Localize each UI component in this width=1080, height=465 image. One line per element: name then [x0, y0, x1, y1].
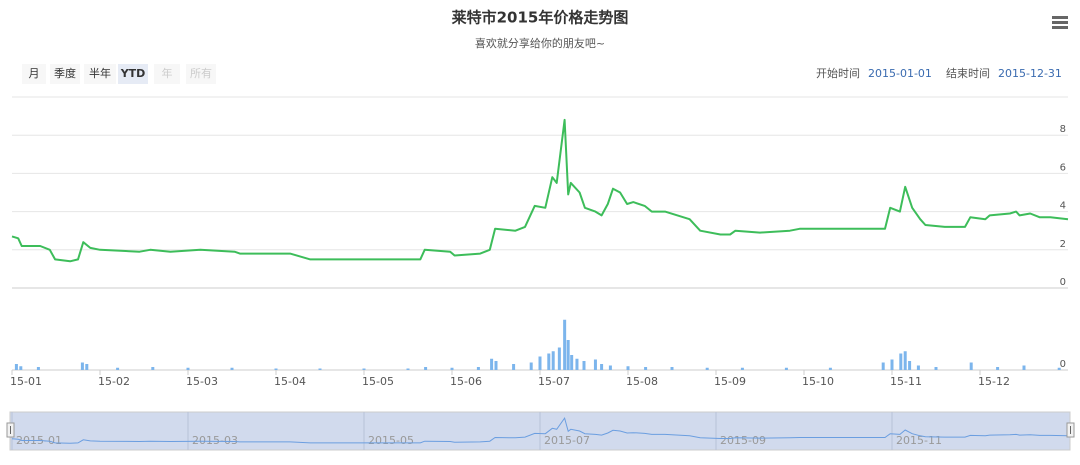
volume-bar — [670, 367, 674, 370]
navigator-label: 2015-09 — [720, 434, 766, 447]
end-label: 结束时间 — [946, 67, 990, 80]
volume-bar — [494, 361, 498, 370]
volume-bar — [890, 359, 894, 370]
range-button-label: 所有 — [190, 66, 212, 80]
range-button[interactable] — [84, 64, 116, 84]
volume-bar — [600, 364, 604, 370]
x-tick-label: 15-10 — [802, 375, 834, 388]
range-button — [186, 64, 216, 84]
volume-bar — [1022, 365, 1026, 370]
volume-bar — [476, 367, 480, 370]
volume-bar — [582, 361, 586, 370]
volume-bar — [547, 353, 551, 370]
x-tick-label: 15-06 — [450, 375, 482, 388]
navigator-line — [11, 416, 1069, 444]
volume-bar — [828, 367, 832, 370]
navigator-label: 2015-05 — [368, 434, 414, 447]
volume-bar — [566, 340, 570, 370]
volume-bar — [529, 362, 533, 370]
x-tick-label: 15-03 — [186, 375, 218, 388]
volume-bar — [1057, 367, 1061, 370]
range-button-label[interactable]: 月 — [29, 67, 40, 80]
start-label: 开始时间 — [816, 66, 860, 80]
range-button[interactable] — [22, 64, 46, 84]
range-button-label[interactable]: 季度 — [54, 66, 76, 80]
volume-bar — [151, 367, 155, 370]
volume-bar — [551, 351, 555, 370]
chart-title: 莱特市2015年价格走势图 — [452, 9, 629, 27]
menu-button[interactable] — [1050, 12, 1072, 32]
start-date[interactable]: 2015-01-01 — [868, 67, 932, 80]
volume-bar — [318, 368, 322, 370]
x-tick-label: 15-11 — [890, 375, 922, 388]
volume-bar — [881, 362, 885, 370]
volume-bar — [557, 347, 561, 370]
range-button-label[interactable]: 半年 — [89, 66, 111, 80]
volume-bar — [705, 367, 709, 370]
navigator-label: 2015-07 — [544, 434, 590, 447]
volume-bar — [740, 367, 744, 370]
range-button-label: 年 — [162, 66, 173, 80]
price-line — [11, 118, 1069, 263]
y-tick-label: 4 — [1060, 201, 1066, 212]
y-tick-label: 8 — [1060, 124, 1066, 135]
volume-bar — [626, 366, 630, 370]
x-tick-label: 15-08 — [626, 375, 658, 388]
x-tick-label: 15-05 — [362, 375, 394, 388]
range-button[interactable] — [118, 64, 148, 84]
volume-bar — [575, 358, 579, 370]
volume-bar — [85, 364, 89, 370]
y-tick-label: 0 — [1060, 277, 1066, 288]
x-tick-label: 15-12 — [978, 375, 1010, 388]
volume-bar — [36, 367, 40, 370]
range-button — [154, 64, 180, 84]
volume-bar — [406, 368, 410, 370]
volume-bar — [570, 355, 574, 370]
volume-bar — [608, 365, 612, 370]
x-tick-label: 15-09 — [714, 375, 746, 388]
navigator-label: 2015-03 — [192, 434, 238, 447]
volume-bar — [969, 362, 973, 370]
x-tick-label: 15-01 — [10, 375, 42, 388]
volume-bar — [116, 367, 120, 370]
volume-bar — [593, 359, 597, 370]
volume-bar — [996, 367, 1000, 370]
volume-bar — [424, 367, 428, 370]
y-tick-label: 2 — [1060, 239, 1066, 250]
volume-bar — [80, 362, 84, 370]
volume-bar — [274, 368, 278, 370]
volume-bar — [908, 361, 912, 370]
chart-subtitle: 喜欢就分享给你的朋友吧~ — [475, 36, 605, 50]
range-button[interactable] — [50, 64, 80, 84]
volume-bar — [784, 367, 788, 370]
range-button-label[interactable]: YTD — [120, 67, 146, 80]
x-tick-label: 15-04 — [274, 375, 306, 388]
volume-bar — [512, 364, 516, 370]
volume-bar — [538, 356, 542, 370]
x-tick-label: 15-07 — [538, 375, 570, 388]
volume-bar — [644, 367, 648, 370]
volume-bar — [450, 367, 454, 370]
volume-bar — [490, 358, 494, 370]
volume-bar — [934, 367, 938, 370]
volume-bar — [899, 353, 903, 370]
volume-bar — [916, 365, 920, 370]
volume-bar — [903, 351, 907, 370]
end-date[interactable]: 2015-12-31 — [998, 67, 1062, 80]
volume-bar — [19, 366, 23, 370]
y-tick-label: 0 — [1060, 359, 1066, 370]
y-tick-label: 6 — [1060, 162, 1066, 173]
volume-bar — [14, 364, 18, 370]
volume-bar — [186, 367, 190, 370]
volume-bar — [362, 368, 366, 370]
x-tick-label: 15-02 — [98, 375, 130, 388]
volume-bar — [230, 367, 234, 370]
volume-bar — [563, 319, 567, 370]
